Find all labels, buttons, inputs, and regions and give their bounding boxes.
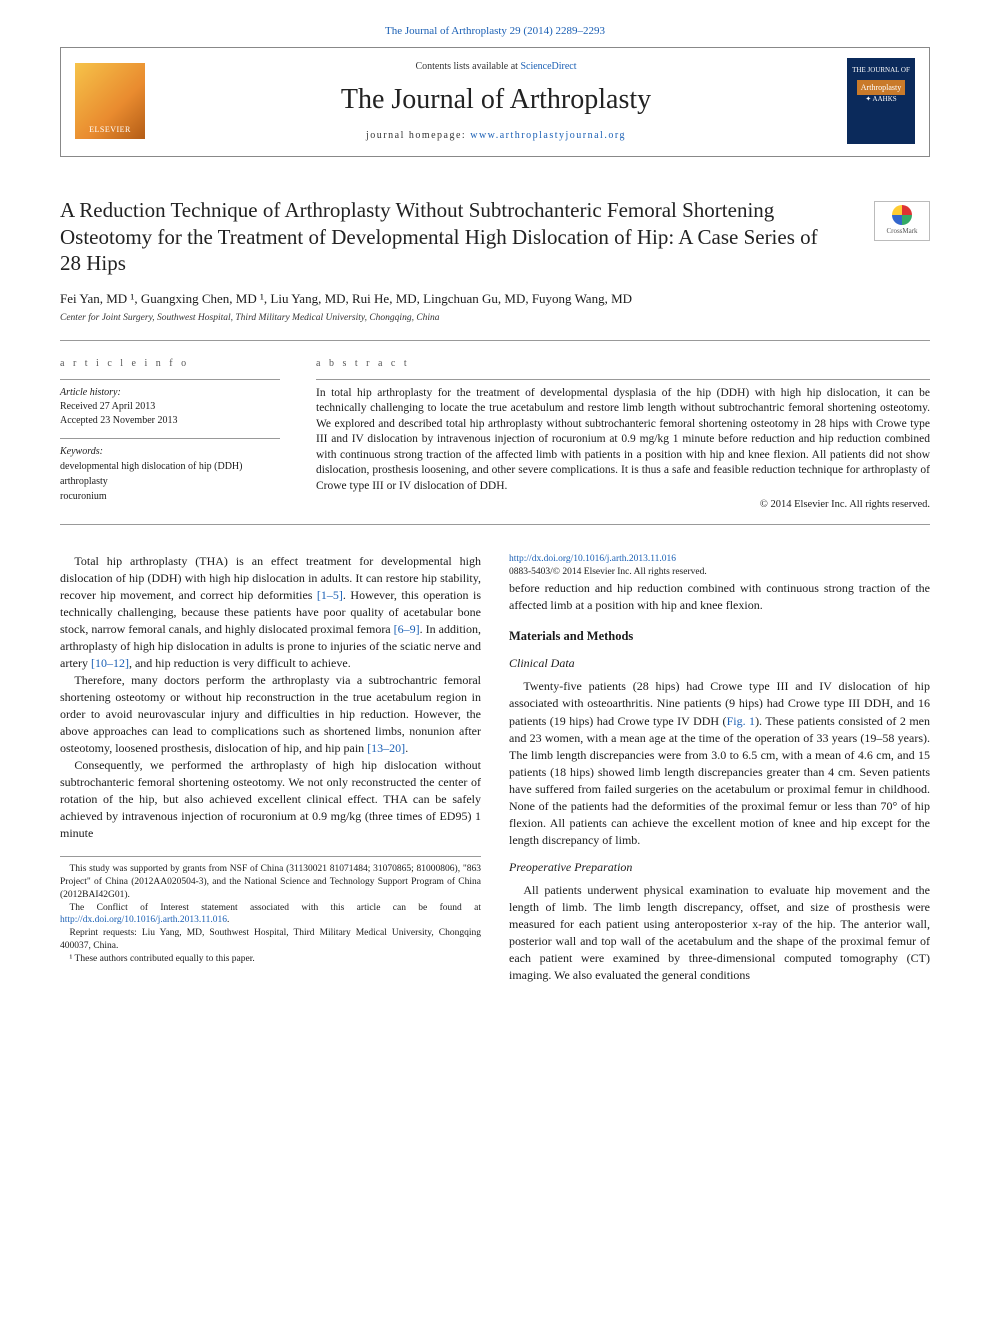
sciencedirect-link[interactable]: ScienceDirect [520, 61, 576, 72]
divider [316, 379, 930, 380]
journal-cover-thumb: THE JOURNAL OF Arthroplasty ✦ AAHKS [847, 58, 915, 144]
affiliation: Center for Joint Surgery, Southwest Hosp… [60, 312, 930, 325]
doi-block: http://dx.doi.org/10.1016/j.arth.2013.11… [509, 553, 930, 580]
citation-link[interactable]: [1–5] [317, 588, 343, 602]
divider [60, 438, 280, 439]
masthead-center: Contents lists available at ScienceDirec… [159, 60, 833, 143]
article-history: Article history: Received 27 April 2013 … [60, 386, 280, 428]
divider [60, 379, 280, 380]
keywords-label: Keywords: [60, 445, 280, 459]
abstract-text: In total hip arthroplasty for the treatm… [316, 386, 930, 495]
section-heading: Materials and Methods [509, 628, 930, 646]
abstract-label: a b s t r a c t [316, 357, 930, 371]
article-info-column: a r t i c l e i n f o Article history: R… [60, 357, 280, 514]
subsection-heading: Preoperative Preparation [509, 859, 930, 876]
issn-line: 0883-5403/© 2014 Elsevier Inc. All right… [509, 566, 930, 579]
footnote: ¹ These authors contributed equally to t… [60, 953, 481, 966]
crossmark-label: CrossMark [886, 227, 917, 237]
article-body: Total hip arthroplasty (THA) is an effec… [60, 553, 930, 984]
journal-name: The Journal of Arthroplasty [159, 80, 833, 119]
authors-line: Fei Yan, MD ¹, Guangxing Chen, MD ¹, Liu… [60, 290, 930, 308]
homepage-line: journal homepage: www.arthroplastyjourna… [159, 129, 833, 143]
citation-link[interactable]: [13–20] [367, 741, 405, 755]
body-paragraph: Total hip arthroplasty (THA) is an effec… [60, 553, 481, 672]
info-abstract-block: a r t i c l e i n f o Article history: R… [60, 340, 930, 525]
crossmark-icon [892, 205, 912, 225]
keyword: arthroplasty [60, 474, 280, 489]
footnote: The Conflict of Interest statement assoc… [60, 902, 481, 928]
citation-link[interactable]: [10–12] [91, 656, 129, 670]
cover-sub: ✦ AAHKS [865, 95, 896, 105]
body-paragraph: Twenty-five patients (28 hips) had Crowe… [509, 678, 930, 848]
elsevier-logo: ELSEVIER [75, 63, 145, 139]
keyword: developmental high dislocation of hip (D… [60, 459, 280, 474]
body-paragraph: All patients underwent physical examinat… [509, 882, 930, 984]
article-title: A Reduction Technique of Arthroplasty Wi… [60, 197, 840, 276]
figure-link[interactable]: Fig. 1 [727, 714, 756, 728]
cover-title: Arthroplasty [857, 80, 905, 95]
footnote: Reprint requests: Liu Yang, MD, Southwes… [60, 927, 481, 953]
doi-link[interactable]: http://dx.doi.org/10.1016/j.arth.2013.11… [509, 554, 676, 564]
body-paragraph: before reduction and hip reduction combi… [509, 580, 930, 614]
history-label: Article history: [60, 386, 280, 400]
masthead: ELSEVIER Contents lists available at Sci… [60, 47, 930, 157]
abstract-column: a b s t r a c t In total hip arthroplast… [316, 357, 930, 514]
body-paragraph: Therefore, many doctors perform the arth… [60, 672, 481, 757]
keywords-block: Keywords: developmental high dislocation… [60, 445, 280, 504]
accepted-date: Accepted 23 November 2013 [60, 414, 280, 428]
top-citation: The Journal of Arthroplasty 29 (2014) 22… [60, 24, 930, 39]
abstract-copyright: © 2014 Elsevier Inc. All rights reserved… [316, 498, 930, 513]
body-paragraph: Consequently, we performed the arthropla… [60, 757, 481, 842]
homepage-link[interactable]: www.arthroplastyjournal.org [470, 130, 626, 141]
received-date: Received 27 April 2013 [60, 400, 280, 414]
keyword: rocuronium [60, 489, 280, 504]
contents-line: Contents lists available at ScienceDirec… [159, 60, 833, 74]
article-header: A Reduction Technique of Arthroplasty Wi… [60, 197, 930, 276]
footnotes: This study was supported by grants from … [60, 856, 481, 966]
keywords-list: developmental high dislocation of hip (D… [60, 459, 280, 504]
contents-prefix: Contents lists available at [415, 61, 520, 72]
crossmark-badge[interactable]: CrossMark [874, 201, 930, 241]
subsection-heading: Clinical Data [509, 655, 930, 672]
doi-link[interactable]: http://dx.doi.org/10.1016/j.arth.2013.11… [60, 915, 227, 925]
article-info-label: a r t i c l e i n f o [60, 357, 280, 371]
citation-link[interactable]: [6–9] [394, 622, 420, 636]
homepage-prefix: journal homepage: [366, 130, 470, 141]
footnote: This study was supported by grants from … [60, 863, 481, 901]
cover-top-text: THE JOURNAL OF [852, 66, 910, 76]
